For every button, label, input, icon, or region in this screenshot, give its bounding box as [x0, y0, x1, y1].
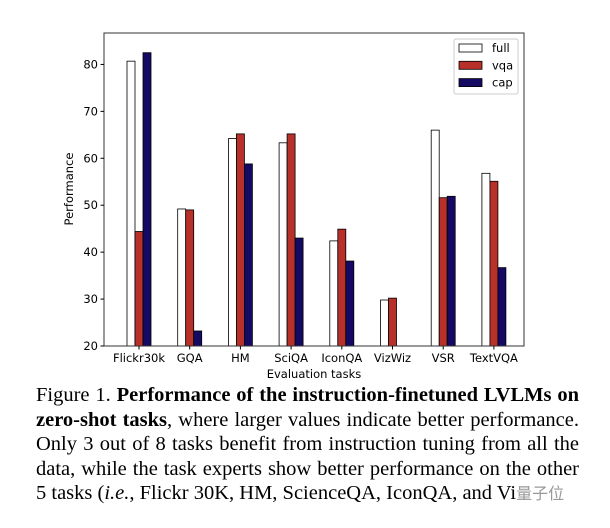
bar-full-Flickr30k: [126, 60, 136, 347]
x-tick-label: HM: [231, 351, 250, 365]
caption-line-4: data, while the task experts show better…: [36, 457, 579, 480]
legend-label-cap: cap: [492, 76, 513, 90]
legend-swatch-full: [458, 43, 483, 53]
caption-figure-number: Figure 1.: [36, 384, 117, 406]
bar-vqa-GQA: [185, 209, 195, 347]
bar-cap-TextVQA: [497, 267, 507, 347]
caption-italic: i.e.: [104, 482, 130, 505]
caption-line-5: 5 tasks (i.e., Flickr 30K, HM, ScienceQA…: [36, 481, 579, 506]
bar-vqa-VizWiz: [388, 297, 397, 347]
bar-vqa-Flickr30k: [134, 231, 144, 347]
x-tick-label: Flickr30k: [113, 351, 165, 365]
legend-swatch-vqa: [458, 60, 483, 70]
bar-chart: 20 30 40 50 60 70 80 Flickr30k GQA HM SciQA IconQA…: [62, 32, 525, 380]
caption-line-1: Figure 1. Performance of the instruction…: [36, 383, 579, 408]
legend-swatch-cap: [458, 78, 483, 87]
legend: full vqa cap: [453, 38, 519, 95]
x-tick-label: VSR: [432, 351, 455, 365]
x-axis-label: Evaluation tasks: [267, 367, 362, 380]
bar-vqa-SciQA: [286, 133, 296, 347]
y-tick-label: 60: [83, 151, 98, 165]
y-tick-label: 80: [83, 57, 98, 71]
y-axis-label: Performance: [62, 153, 76, 226]
y-tick-label: 40: [83, 245, 98, 259]
y-tick-label: 70: [83, 104, 98, 118]
bar-full-TextVQA: [481, 172, 491, 347]
caption-text: , where larger values indicate better pe…: [167, 408, 579, 431]
figure-caption: Figure 1. Performance of the instruction…: [36, 383, 579, 506]
bar-vqa-VSR: [438, 197, 448, 347]
y-tick-label: 20: [83, 339, 98, 353]
x-tick-label: TextVQA: [469, 351, 518, 365]
x-tick-label: VizWiz: [374, 351, 411, 365]
bar-full-VSR: [430, 129, 440, 347]
plot-frame: [103, 32, 525, 347]
bar-cap-HM: [243, 163, 253, 347]
bars: [126, 52, 507, 347]
x-tick-label: SciQA: [274, 351, 308, 365]
bar-vqa-HM: [235, 133, 245, 347]
x-axis: Flickr30k GQA HM SciQA IconQA VizWiz VSR TextVQ…: [113, 346, 518, 365]
caption-bold: Performance of the instruction-finetuned…: [116, 384, 579, 406]
y-axis: 20 30 40 50 60 70 80: [83, 57, 104, 353]
bar-cap-SciQA: [294, 237, 304, 347]
caption-line-2: zero-shot tasks, where larger values ind…: [36, 408, 579, 433]
legend-label-full: full: [492, 41, 510, 55]
bar-cap-VSR: [446, 195, 456, 347]
bar-cap-IconQA: [345, 260, 355, 347]
x-tick-label: IconQA: [321, 351, 362, 365]
y-tick-label: 30: [83, 292, 98, 306]
caption-text: , Flickr 30K, HM, ScienceQA, IconQA, and…: [129, 482, 517, 505]
caption-line-3: Only 3 out of 8 tasks benefit from instr…: [36, 433, 579, 456]
bar-vqa-TextVQA: [489, 180, 499, 347]
x-tick-label: GQA: [177, 351, 203, 365]
y-tick-label: 50: [83, 198, 98, 212]
bar-vqa-IconQA: [337, 228, 347, 347]
bar-full-SciQA: [278, 142, 288, 347]
caption-bold: zero-shot tasks: [36, 408, 168, 431]
bar-full-HM: [227, 138, 237, 347]
bar-cap-Flickr30k: [142, 52, 152, 347]
caption-text: 5 tasks (: [36, 482, 105, 505]
bar-full-VizWiz: [380, 299, 389, 347]
bar-full-GQA: [177, 208, 187, 347]
bar-full-IconQA: [329, 240, 339, 347]
legend-label-vqa: vqa: [492, 58, 513, 72]
watermark-logo: 量子位: [516, 484, 565, 504]
bar-cap-GQA: [193, 330, 203, 347]
